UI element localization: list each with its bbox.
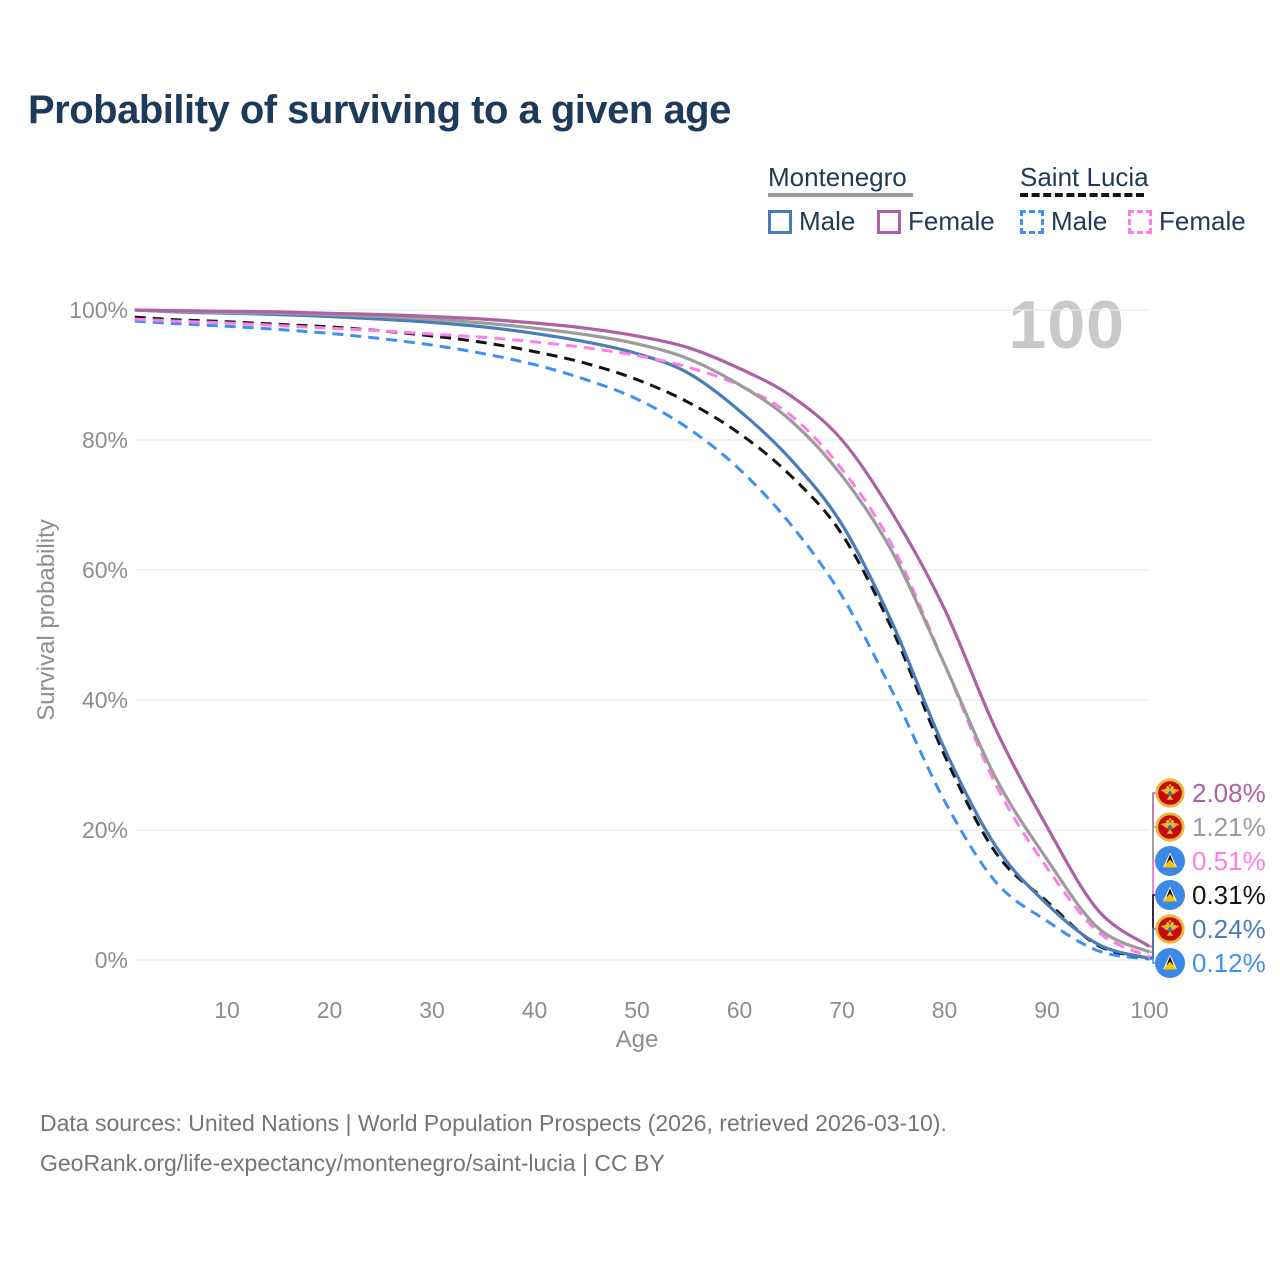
age-indicator-watermark: 100 bbox=[1008, 287, 1125, 363]
x-tick-label: 100 bbox=[1130, 997, 1169, 1023]
end-value: 2.08% bbox=[1192, 777, 1266, 808]
end-label-montenegro-both: 1.21% bbox=[1155, 811, 1266, 843]
end-value: 0.12% bbox=[1192, 947, 1266, 978]
footer-data-sources: Data sources: United Nations | World Pop… bbox=[40, 1110, 947, 1136]
x-tick-label: 20 bbox=[316, 997, 343, 1023]
x-tick-label: 80 bbox=[931, 997, 958, 1023]
x-tick-label: 50 bbox=[624, 997, 650, 1023]
curve-saint-lucia-female[interactable] bbox=[134, 317, 1151, 959]
curve-saint-lucia-both[interactable] bbox=[134, 315, 1150, 960]
saint-lucia-flag-icon bbox=[1155, 846, 1185, 876]
end-label-montenegro-male: 0.24% bbox=[1155, 913, 1266, 945]
legend-label: Male bbox=[1051, 206, 1108, 236]
legend-country-saint-lucia: Saint Lucia bbox=[1020, 162, 1149, 192]
saint-lucia-flag-icon bbox=[1155, 880, 1185, 910]
montenegro-flag-icon bbox=[1155, 778, 1185, 808]
legend-item-montenegro-female[interactable]: Female bbox=[877, 206, 995, 237]
legend-underline-saint-lucia bbox=[1020, 193, 1144, 197]
legend-item-saint-lucia-male[interactable]: Male bbox=[1020, 206, 1107, 237]
x-axis-title: Age bbox=[615, 1026, 659, 1053]
legend-label: Male bbox=[799, 206, 856, 236]
legend-country-montenegro: Montenegro bbox=[768, 162, 907, 192]
end-value: 0.31% bbox=[1192, 879, 1266, 910]
legend-item-saint-lucia-female[interactable]: Female bbox=[1128, 206, 1246, 237]
legend-swatch-montenegro-male-icon bbox=[768, 209, 792, 234]
saint-lucia-flag-icon bbox=[1155, 948, 1185, 978]
curve-saint-lucia-male[interactable] bbox=[134, 319, 1150, 961]
curve-montenegro-female[interactable] bbox=[134, 308, 1151, 948]
series-curves bbox=[134, 308, 1151, 961]
end-label-montenegro-female: 2.08% bbox=[1155, 777, 1266, 809]
end-label-saint-lucia-female: 0.51% bbox=[1155, 845, 1266, 877]
legend-label: Female bbox=[908, 206, 995, 236]
legend-swatch-montenegro-female-icon bbox=[877, 209, 901, 234]
montenegro-flag-icon bbox=[1155, 914, 1185, 944]
page-title: Probability of surviving to a given age bbox=[28, 88, 731, 132]
y-tick-label: 20% bbox=[81, 817, 128, 843]
montenegro-flag-icon bbox=[1155, 812, 1185, 842]
x-tick-label: 60 bbox=[726, 997, 753, 1023]
legend-swatch-saint-lucia-male-icon bbox=[1020, 209, 1044, 234]
end-label-saint-lucia-male: 0.12% bbox=[1155, 947, 1266, 979]
x-tick-label: 40 bbox=[521, 997, 548, 1023]
legend-item-montenegro-male[interactable]: Male bbox=[768, 206, 855, 237]
y-tick-label: 100% bbox=[69, 297, 128, 323]
y-axis-title: Survival probability bbox=[33, 519, 60, 721]
footer-attribution: GeoRank.org/life-expectancy/montenegro/s… bbox=[40, 1150, 665, 1176]
x-tick-label: 90 bbox=[1034, 997, 1060, 1023]
x-tick-label: 10 bbox=[214, 997, 240, 1023]
y-tick-label: 40% bbox=[81, 687, 128, 713]
x-tick-label: 30 bbox=[419, 997, 445, 1023]
y-tick-label: 80% bbox=[81, 427, 128, 453]
legend-underline-montenegro bbox=[768, 193, 913, 197]
end-label-saint-lucia-both: 0.31% bbox=[1155, 879, 1266, 911]
legend-label: Female bbox=[1159, 206, 1246, 236]
y-tick-label: 60% bbox=[81, 557, 128, 583]
end-value: 0.51% bbox=[1192, 845, 1266, 876]
end-value: 1.21% bbox=[1192, 811, 1266, 842]
gridlines bbox=[135, 309, 1150, 961]
end-value: 0.24% bbox=[1192, 913, 1266, 944]
legend-swatch-saint-lucia-female-icon bbox=[1128, 209, 1152, 234]
x-tick-label: 70 bbox=[829, 997, 855, 1023]
y-tick-label: 0% bbox=[94, 947, 128, 973]
curve-montenegro-male[interactable] bbox=[134, 308, 1150, 960]
